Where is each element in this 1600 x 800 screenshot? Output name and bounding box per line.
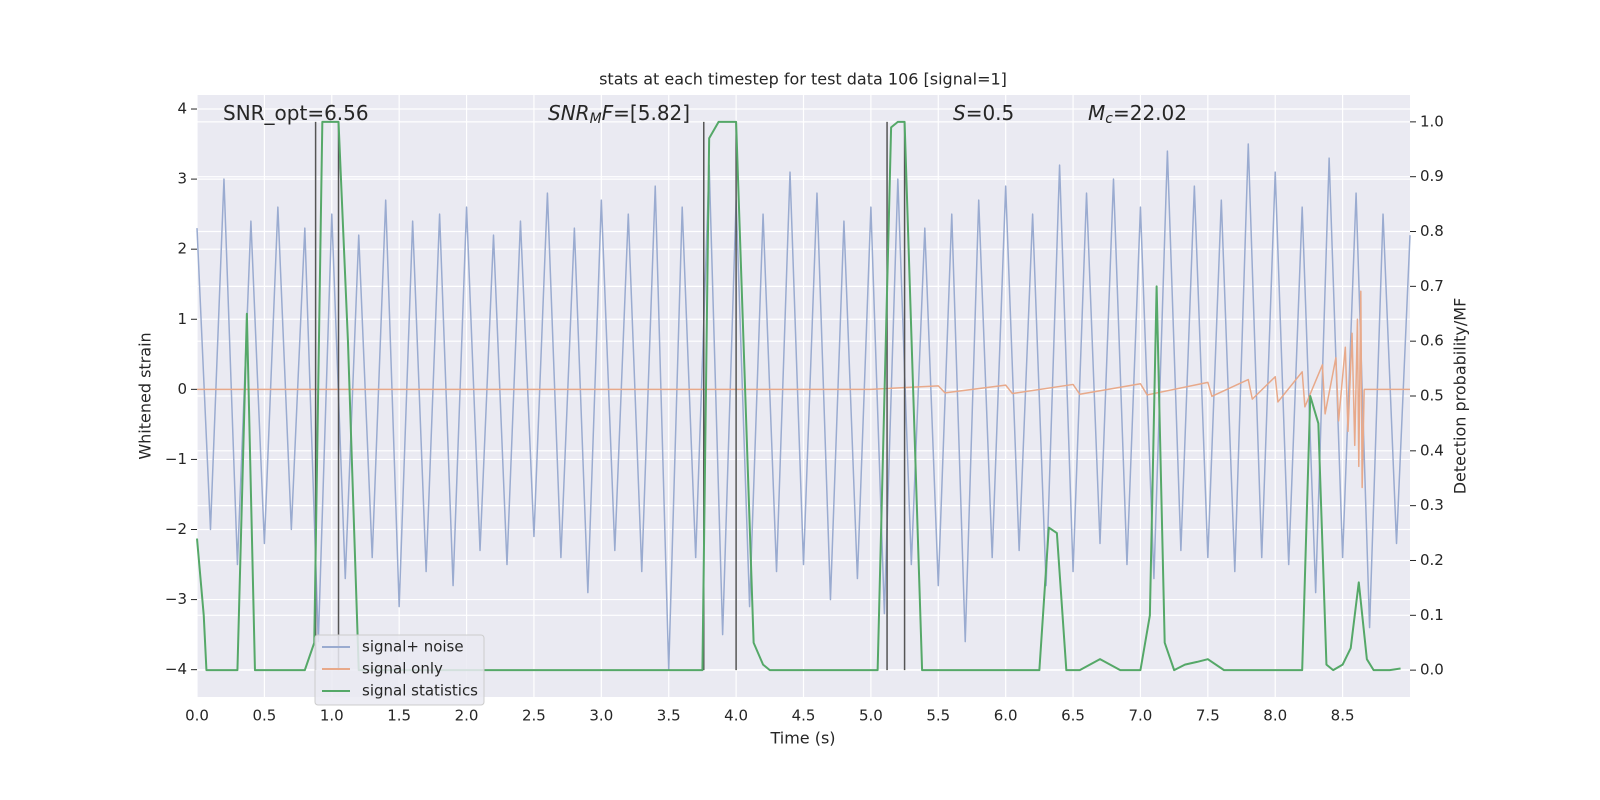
series-line (197, 290, 1410, 489)
series-line (196, 120, 1401, 672)
legend-label: signal+ noise (362, 638, 464, 656)
y2-tick-label: 0.6 (1420, 332, 1444, 350)
y-tick-label: 3 (177, 170, 187, 188)
y2-tick-label: 0.4 (1420, 441, 1444, 459)
annotation-part: =0.5 (966, 101, 1015, 125)
y2-tick-label: 0.2 (1420, 551, 1444, 569)
y2-axis-label: Detection probability/MF (1451, 298, 1470, 495)
x-tick-label: 7.0 (1129, 707, 1153, 725)
legend: signal+ noise signal only signal statistic… (314, 634, 485, 706)
annotation-part: =22.02 (1113, 101, 1187, 125)
x-tick-label: 6.5 (1061, 707, 1085, 725)
x-tick-label: 8.0 (1263, 707, 1287, 725)
annotation: S=0.5 (953, 101, 1014, 125)
annotation-part: M (590, 111, 602, 127)
x-tick-label: 5.0 (859, 707, 883, 725)
x-tick-label: 4.5 (792, 707, 816, 725)
y-tick-label: −2 (165, 520, 187, 538)
y2-tick-label: 0.5 (1420, 387, 1444, 405)
y-axis-label: Whitened strain (136, 332, 155, 459)
x-tick-label: 8.5 (1331, 707, 1355, 725)
x-tick-label: 6.0 (994, 707, 1018, 725)
annotation-part: SNR (548, 101, 590, 125)
y2-tick-label: 0.0 (1420, 661, 1444, 679)
annotation: SNR_opt=6.56 (223, 101, 369, 125)
y2-tick-label: 0.9 (1420, 167, 1444, 185)
y-tick-label: −1 (165, 450, 187, 468)
annotation-part: S (953, 101, 966, 125)
y2-tick-label: 0.1 (1420, 606, 1444, 624)
series-line (196, 143, 1411, 671)
y-tick-label: 2 (177, 240, 187, 258)
y2-tick-label: 0.3 (1420, 496, 1444, 514)
annotation-part: SNR_opt=6.56 (223, 101, 369, 125)
x-tick-label: 0.0 (185, 707, 209, 725)
x-tick-label: 1.5 (387, 707, 411, 725)
annotation-part: M (1088, 101, 1105, 125)
chart-title: stats at each timestep for test data 106… (599, 70, 1007, 89)
x-tick-label: 5.5 (926, 707, 950, 725)
y-tick-label: 4 (177, 100, 187, 118)
legend-box (314, 634, 485, 706)
annotation-part: =[5.82] (613, 101, 690, 125)
y-tick-label: 1 (177, 310, 187, 328)
x-tick-label: 3.0 (589, 707, 613, 725)
x-axis-label: Time (s) (769, 729, 835, 748)
x-tick-label: 1.0 (320, 707, 344, 725)
x-tick-label: 2.0 (455, 707, 479, 725)
y2-tick-label: 1.0 (1420, 112, 1444, 130)
x-tick-label: 2.5 (522, 707, 546, 725)
x-tick-label: 3.5 (657, 707, 681, 725)
annotation: SNRMF=[5.82] (548, 101, 690, 128)
y-tick-label: −4 (165, 660, 187, 678)
y2-tick-label: 0.7 (1420, 277, 1444, 295)
y-tick-label: 0 (177, 380, 187, 398)
annotation-part: F (602, 101, 614, 125)
legend-label: signal only (362, 660, 443, 678)
annotation: Mc=22.02 (1088, 101, 1187, 128)
annotation-part: c (1105, 111, 1113, 127)
y2-tick-label: 0.8 (1420, 222, 1444, 240)
x-tick-label: 0.5 (252, 707, 276, 725)
x-tick-label: 4.0 (724, 707, 748, 725)
y-tick-label: −3 (165, 590, 187, 608)
legend-label: signal statistics (362, 682, 478, 700)
x-tick-label: 7.5 (1196, 707, 1220, 725)
